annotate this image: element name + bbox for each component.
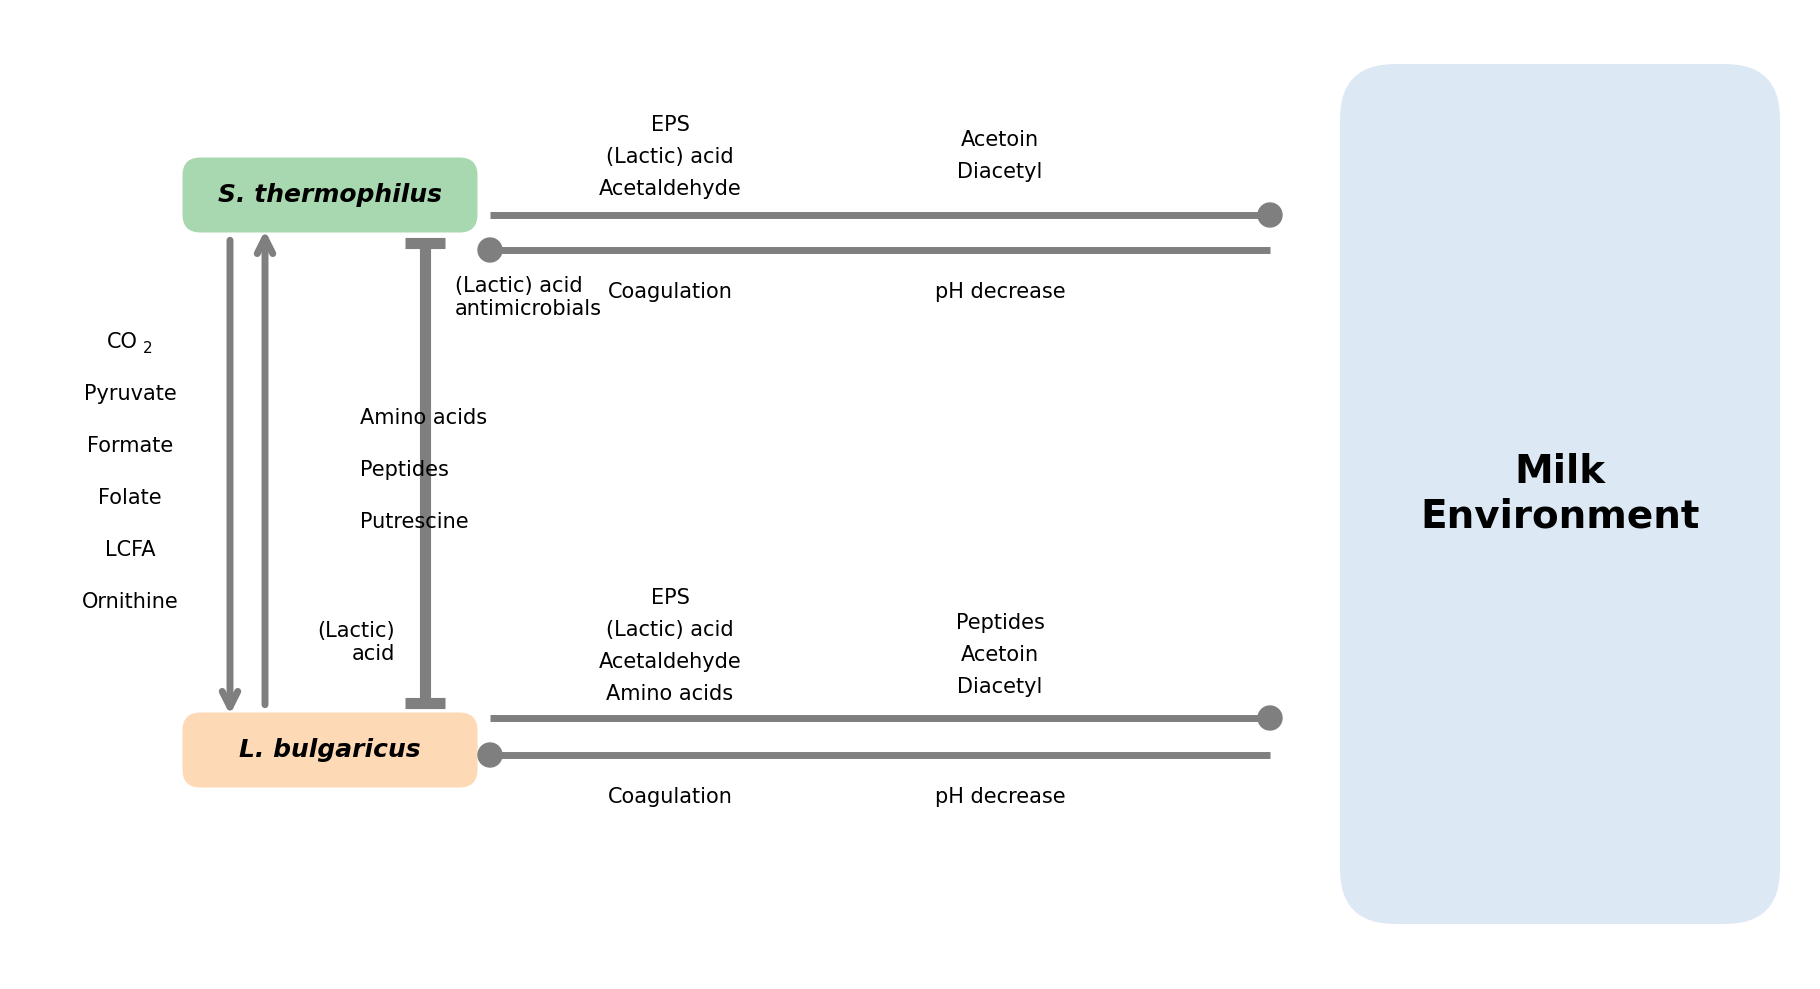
Text: Diacetyl: Diacetyl	[957, 162, 1043, 182]
Text: Coagulation: Coagulation	[608, 282, 732, 302]
Circle shape	[479, 743, 502, 767]
Text: Acetoin: Acetoin	[961, 645, 1039, 665]
Text: LCFA: LCFA	[106, 541, 155, 561]
FancyBboxPatch shape	[1340, 64, 1780, 924]
Text: Acetaldehyde: Acetaldehyde	[599, 179, 741, 199]
Text: Putrescine: Putrescine	[360, 511, 468, 531]
Circle shape	[479, 238, 502, 262]
Text: S. thermophilus: S. thermophilus	[218, 183, 442, 207]
Text: Milk
Environment: Milk Environment	[1420, 453, 1700, 535]
Text: (Lactic) acid: (Lactic) acid	[606, 147, 733, 167]
Text: 2: 2	[144, 341, 153, 356]
Text: (Lactic) acid
antimicrobials: (Lactic) acid antimicrobials	[455, 276, 602, 319]
Text: Amino acids: Amino acids	[360, 407, 488, 427]
Text: Peptides: Peptides	[956, 613, 1045, 633]
Text: Acetaldehyde: Acetaldehyde	[599, 652, 741, 672]
FancyBboxPatch shape	[182, 712, 477, 787]
Circle shape	[1258, 203, 1281, 227]
Text: Acetoin: Acetoin	[961, 130, 1039, 150]
Text: Formate: Formate	[87, 436, 173, 457]
Text: Diacetyl: Diacetyl	[957, 677, 1043, 697]
Text: CO: CO	[107, 332, 138, 352]
Text: Folate: Folate	[98, 489, 162, 508]
Text: EPS: EPS	[650, 115, 690, 135]
Text: L. bulgaricus: L. bulgaricus	[238, 738, 420, 762]
FancyBboxPatch shape	[182, 157, 477, 232]
Text: (Lactic)
acid: (Lactic) acid	[317, 621, 395, 664]
Text: Ornithine: Ornithine	[82, 592, 178, 612]
Text: Pyruvate: Pyruvate	[84, 385, 177, 405]
Text: Peptides: Peptides	[360, 460, 450, 480]
Text: pH decrease: pH decrease	[935, 787, 1065, 807]
Text: Amino acids: Amino acids	[606, 684, 733, 704]
Text: Coagulation: Coagulation	[608, 787, 732, 807]
Circle shape	[1258, 706, 1281, 730]
Text: EPS: EPS	[650, 588, 690, 608]
Text: pH decrease: pH decrease	[935, 282, 1065, 302]
Text: (Lactic) acid: (Lactic) acid	[606, 620, 733, 640]
